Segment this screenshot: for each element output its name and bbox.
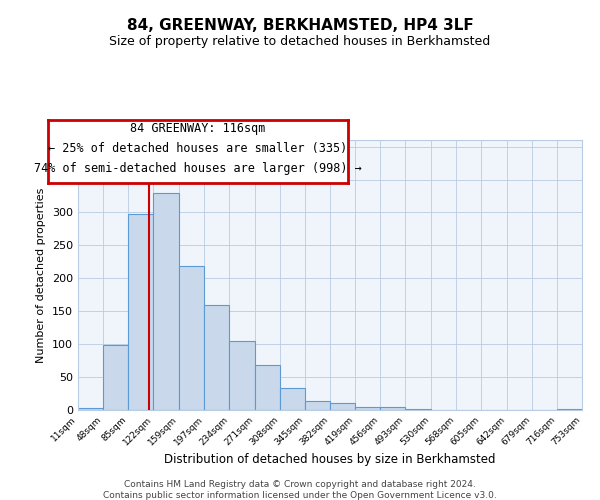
Bar: [179, 266, 203, 410]
Bar: [254, 365, 280, 410]
Y-axis label: Number of detached properties: Number of detached properties: [37, 188, 46, 362]
Bar: [330, 403, 355, 410]
Bar: [355, 406, 380, 410]
Text: Contains public sector information licensed under the Open Government Licence v3: Contains public sector information licen…: [103, 491, 497, 500]
Bar: [229, 341, 254, 410]
X-axis label: Distribution of detached houses by size in Berkhamsted: Distribution of detached houses by size …: [164, 452, 496, 466]
Bar: [205, 304, 229, 410]
Bar: [280, 388, 305, 410]
Text: 84 GREENWAY: 116sqm
← 25% of detached houses are smaller (335)
74% of semi-detac: 84 GREENWAY: 116sqm ← 25% of detached ho…: [34, 122, 362, 174]
Bar: [557, 408, 582, 410]
Bar: [103, 346, 128, 410]
Bar: [305, 401, 330, 410]
Bar: [380, 408, 406, 410]
Bar: [78, 408, 103, 410]
Text: Contains HM Land Registry data © Crown copyright and database right 2024.: Contains HM Land Registry data © Crown c…: [124, 480, 476, 489]
Text: Size of property relative to detached houses in Berkhamsted: Size of property relative to detached ho…: [109, 35, 491, 48]
Bar: [128, 214, 154, 410]
Text: 84, GREENWAY, BERKHAMSTED, HP4 3LF: 84, GREENWAY, BERKHAMSTED, HP4 3LF: [127, 18, 473, 32]
Bar: [154, 192, 179, 410]
